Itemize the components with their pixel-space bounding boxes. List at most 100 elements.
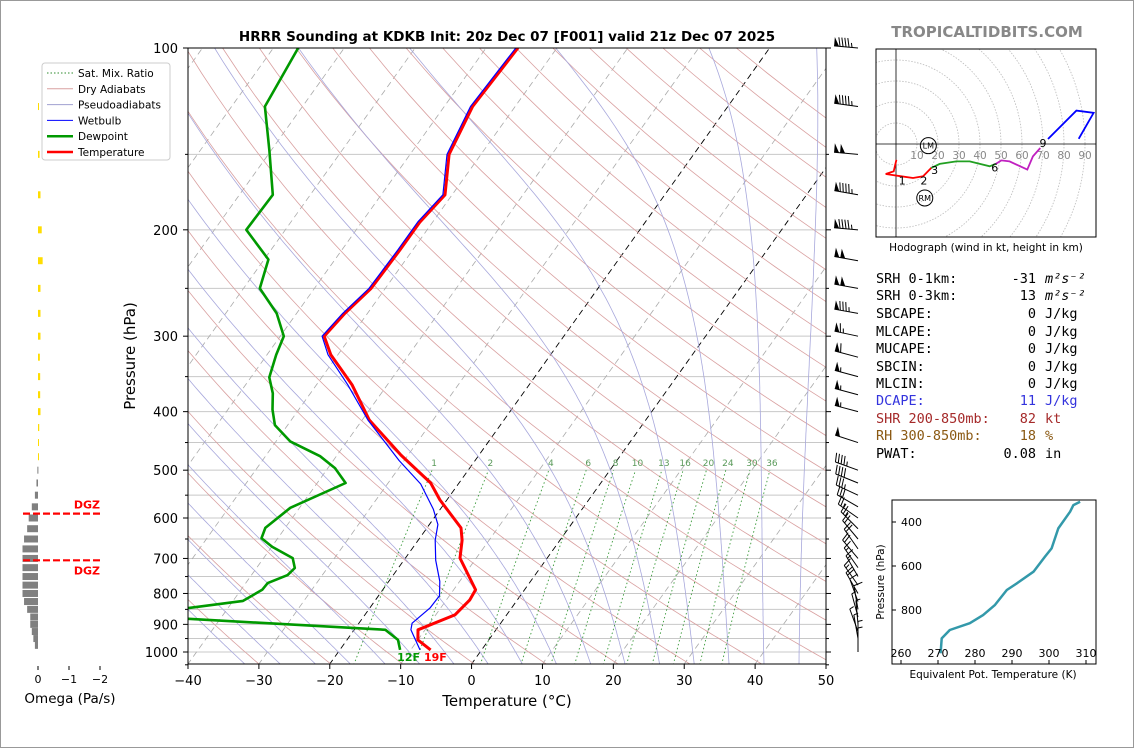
omega-bar bbox=[38, 332, 41, 340]
wind-barb-full bbox=[841, 488, 846, 498]
y-tick-label: 200 bbox=[153, 224, 178, 239]
wind-barb-half bbox=[855, 598, 861, 601]
pseudoadiabat-line bbox=[188, 538, 317, 664]
hodograph-ring-label: 20 bbox=[931, 150, 944, 162]
omega-bar bbox=[38, 191, 41, 199]
wind-barb-full bbox=[838, 477, 842, 487]
y-tick-label: 900 bbox=[153, 618, 178, 633]
dry-adiabat-line bbox=[405, 48, 826, 402]
wind-barb bbox=[834, 36, 859, 49]
isotherm-line bbox=[400, 67, 826, 664]
stat-label: SHR 200-850mb: bbox=[876, 411, 990, 427]
isotherm-line bbox=[188, 48, 345, 268]
wind-barb-staff bbox=[855, 600, 859, 625]
mixing-ratio-label: 24 bbox=[722, 459, 734, 469]
wind-barb-half bbox=[847, 554, 852, 559]
omega-x-tick-label: 0 bbox=[35, 673, 42, 686]
wind-barb-full bbox=[835, 464, 838, 475]
wind-barb-half bbox=[845, 546, 850, 551]
x-tick-label: 40 bbox=[747, 674, 764, 689]
y-tick-label: 300 bbox=[153, 330, 178, 345]
surface-temperature-label: 19F bbox=[424, 651, 447, 664]
y-tick-label: 500 bbox=[153, 464, 178, 479]
wind-barb-full bbox=[838, 465, 841, 476]
mixing-ratio-line bbox=[603, 470, 663, 664]
wind-barb bbox=[845, 549, 859, 577]
theta-e-x-tick-label: 280 bbox=[965, 647, 986, 660]
pseudoadiabat-line bbox=[409, 48, 695, 664]
wind-barb-half bbox=[857, 626, 863, 629]
stats-panel: SRH 0-1km: -31 m²s⁻² SRH 0-3km: 13 m²s⁻² SBCAP… bbox=[876, 271, 1086, 462]
wind-barb-full bbox=[844, 534, 851, 543]
wind-barb-full bbox=[845, 566, 854, 574]
stat-row: SBCIN: 0 J/kg bbox=[876, 359, 1078, 375]
wind-barb bbox=[834, 322, 859, 337]
wind-barb-pennant bbox=[834, 143, 840, 153]
stat-row: MLCAPE: 0 J/kg bbox=[876, 324, 1078, 340]
y-tick-label: 1000 bbox=[145, 646, 178, 661]
wind-barb-full bbox=[840, 454, 843, 465]
brand-watermark: TROPICALTIDBITS.COM bbox=[891, 23, 1083, 41]
omega-bar bbox=[38, 408, 41, 416]
x-tick-label: −20 bbox=[316, 674, 343, 689]
wind-barb bbox=[843, 540, 859, 568]
stat-unit: kt bbox=[1045, 411, 1061, 427]
stat-row: SRH 0-1km: -31 m²s⁻² bbox=[876, 271, 1086, 287]
wind-barb-full bbox=[843, 455, 846, 466]
wind-barb-staff bbox=[849, 578, 859, 602]
theta-e-area bbox=[939, 500, 1081, 654]
wind-barb-staff bbox=[853, 614, 859, 639]
hodograph-ring-label: 10 bbox=[910, 150, 923, 162]
mixing-ratio-line bbox=[673, 470, 727, 664]
isotherm-line bbox=[188, 48, 416, 367]
hodograph-height-label: 9 bbox=[1040, 137, 1047, 150]
wind-barb bbox=[843, 558, 859, 586]
y-tick-label: 800 bbox=[153, 587, 178, 602]
omega-bar bbox=[24, 535, 38, 543]
mixing-ratio-line bbox=[699, 470, 751, 664]
wind-barb-pennant bbox=[835, 426, 840, 437]
wind-barb-half bbox=[850, 42, 853, 48]
wind-barb-staff bbox=[835, 473, 859, 484]
wind-barb-staff bbox=[834, 190, 859, 196]
stat-unit: % bbox=[1045, 428, 1053, 444]
theta-e-x-tick-label: 290 bbox=[1002, 647, 1023, 660]
omega-bar bbox=[38, 424, 40, 432]
wind-barb-full bbox=[837, 453, 840, 464]
mixing-ratio-line bbox=[574, 470, 636, 664]
wind-barb-full bbox=[837, 495, 843, 505]
theta-e-y-tick-label: 600 bbox=[901, 560, 922, 573]
mixing-ratio-label: 30 bbox=[746, 459, 758, 469]
mixing-ratio-line bbox=[721, 470, 771, 664]
wind-barb-full bbox=[843, 468, 847, 478]
wind-barb-staff bbox=[843, 547, 859, 568]
omega-bar bbox=[22, 564, 38, 572]
omega-bar bbox=[22, 589, 38, 597]
stat-unit: in bbox=[1045, 446, 1061, 462]
omega-bar bbox=[22, 581, 38, 589]
wind-barb-full bbox=[844, 219, 847, 229]
omega-bar bbox=[38, 439, 39, 447]
omega-bar bbox=[24, 598, 38, 606]
wind-barb bbox=[834, 94, 859, 108]
dry-adiabat-line bbox=[369, 48, 826, 437]
theta-e-y-tick-label: 400 bbox=[901, 516, 922, 529]
hodograph-ring-label: 80 bbox=[1057, 150, 1070, 162]
mixing-ratio-label: 36 bbox=[766, 459, 778, 469]
omega-bar bbox=[34, 641, 38, 649]
mixing-ratio-line bbox=[414, 470, 489, 664]
stat-value: 0 bbox=[1028, 376, 1036, 392]
stat-row: SBCAPE: 0 J/kg bbox=[876, 306, 1078, 322]
wind-barb-full bbox=[838, 219, 841, 229]
wind-barb-full bbox=[844, 37, 847, 48]
wind-barb bbox=[834, 300, 859, 314]
isotherm-line bbox=[188, 48, 558, 566]
wind-barb-full bbox=[834, 452, 838, 463]
wind-barb-full bbox=[841, 219, 844, 229]
omega-bar bbox=[28, 514, 38, 522]
stat-value: 11 bbox=[1020, 393, 1036, 409]
pseudoadiabat-line bbox=[188, 502, 351, 664]
